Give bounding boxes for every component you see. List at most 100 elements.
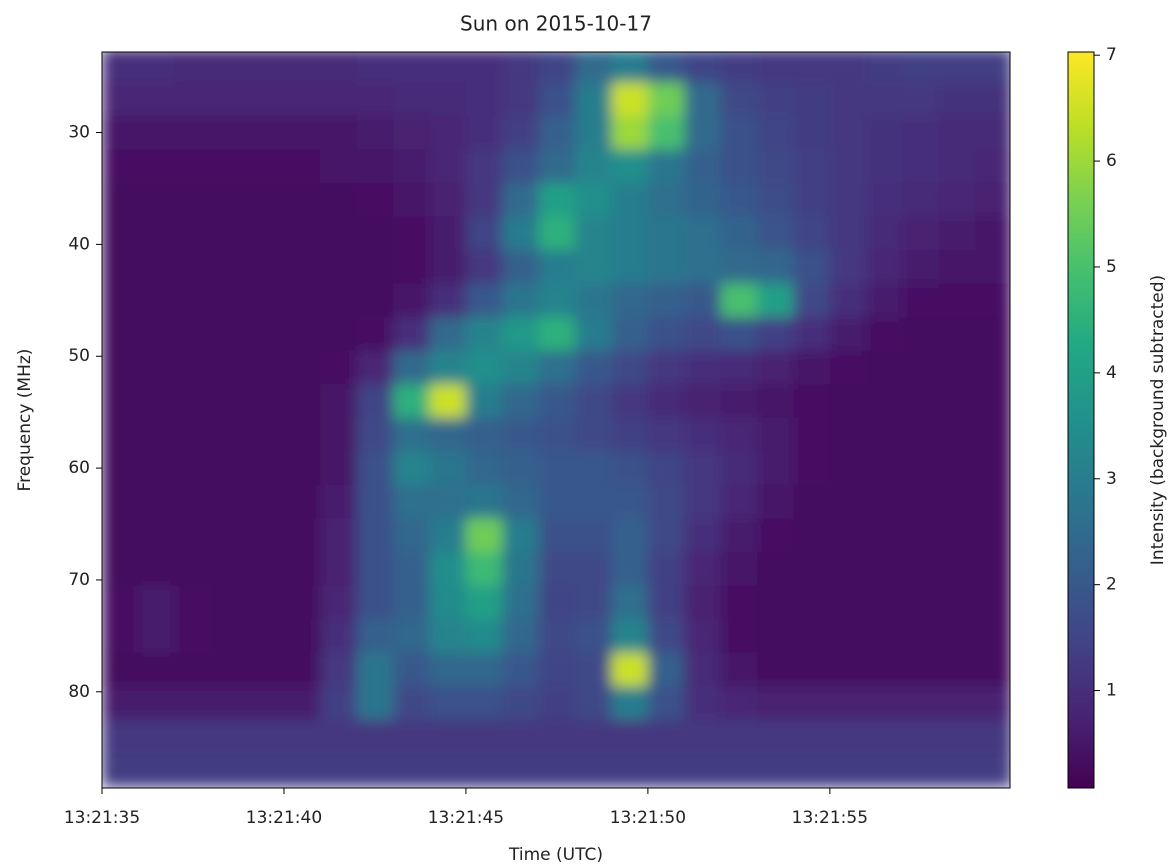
heatmap-cell [866,384,903,418]
heatmap-cell [320,351,357,385]
heatmap-cell [430,116,467,150]
heatmap-cell [539,149,576,183]
heatmap-cell [939,686,976,720]
heatmap-cell [284,183,321,217]
heatmap-cell [793,686,830,720]
heatmap-cell [211,183,248,217]
heatmap-cell [430,686,467,720]
heatmap-cell [648,720,685,754]
heatmap-cell [357,216,394,250]
heatmap-cell [430,518,467,552]
heatmap-cell [211,653,248,687]
heatmap-cell [102,586,139,620]
heatmap-cell [284,284,321,318]
heatmap-cell [502,149,539,183]
heatmap-cell [903,619,940,653]
heatmap-cell [175,686,212,720]
colorbar-tick-label: 6 [1106,151,1117,171]
heatmap-cell [175,49,212,83]
heatmap-cell [284,753,321,787]
heatmap-cell [248,351,285,385]
heatmap-cell [830,49,867,83]
heatmap-cell [757,686,794,720]
x-tick-label: 13:21:40 [246,808,322,828]
heatmap-cell [466,49,503,83]
heatmap-cell [757,351,794,385]
heatmap-cell [175,116,212,150]
heatmap-cell [393,586,430,620]
heatmap-cell [393,753,430,787]
heatmap-cell [284,720,321,754]
heatmap-cell [284,216,321,250]
heatmap-cell [648,686,685,720]
heatmap-cell [466,720,503,754]
heatmap-cell [903,216,940,250]
heatmap-cell [138,216,175,250]
heatmap-cell [539,653,576,687]
heatmap-cell [138,518,175,552]
heatmap-cell [721,720,758,754]
heatmap-cell [175,250,212,284]
heatmap-cell [102,82,139,116]
heatmap-cell [211,619,248,653]
heatmap-cell [248,586,285,620]
heatmap-cell [757,552,794,586]
heatmap-cell [684,116,721,150]
heatmap-cell [793,451,830,485]
y-tick-label: 40 [68,234,90,254]
heatmap-cell [248,149,285,183]
heatmap-cell [830,82,867,116]
heatmap-cell [903,284,940,318]
heatmap-cell [284,653,321,687]
heatmap-cell [320,653,357,687]
heatmap-cell [357,552,394,586]
heatmap-cell [393,116,430,150]
heatmap-cell [611,284,648,318]
heatmap-cell [757,284,794,318]
heatmap-cell [102,552,139,586]
heatmap-cell [830,485,867,519]
heatmap-cell [866,116,903,150]
heatmap-cell [138,451,175,485]
heatmap-cell [102,653,139,687]
heatmap-cell [575,619,612,653]
heatmap-cell [502,485,539,519]
heatmap-cell [175,216,212,250]
heatmap-cell [175,418,212,452]
heatmap-cell [248,216,285,250]
heatmap-cell [175,351,212,385]
heatmap-cell [793,250,830,284]
heatmap-cell [393,351,430,385]
heatmap-cell [466,82,503,116]
heatmap-cell [539,451,576,485]
heatmap-cell [611,183,648,217]
heatmap-cell [502,216,539,250]
heatmap-cell [175,284,212,318]
heatmap-cell [830,216,867,250]
heatmap-cell [684,586,721,620]
heatmap-cell [211,351,248,385]
heatmap-cell [393,686,430,720]
heatmap-cell [502,518,539,552]
heatmap-cell [903,149,940,183]
heatmap-cell [939,82,976,116]
heatmap-cell [320,82,357,116]
heatmap-cell [611,552,648,586]
heatmap-cell [648,619,685,653]
heatmap-cell [102,351,139,385]
heatmap-cell [575,686,612,720]
heatmap-cell [721,485,758,519]
heatmap-cell [903,183,940,217]
heatmap-cell [793,552,830,586]
heatmap-cell [648,384,685,418]
heatmap-cell [393,216,430,250]
heatmap-cell [466,317,503,351]
heatmap-cell [393,451,430,485]
heatmap-cell [648,82,685,116]
heatmap-cell [320,552,357,586]
heatmap-cell [757,451,794,485]
heatmap-cell [575,284,612,318]
heatmap-cell [138,619,175,653]
heatmap-cell [648,653,685,687]
heatmap-cell [975,317,1012,351]
